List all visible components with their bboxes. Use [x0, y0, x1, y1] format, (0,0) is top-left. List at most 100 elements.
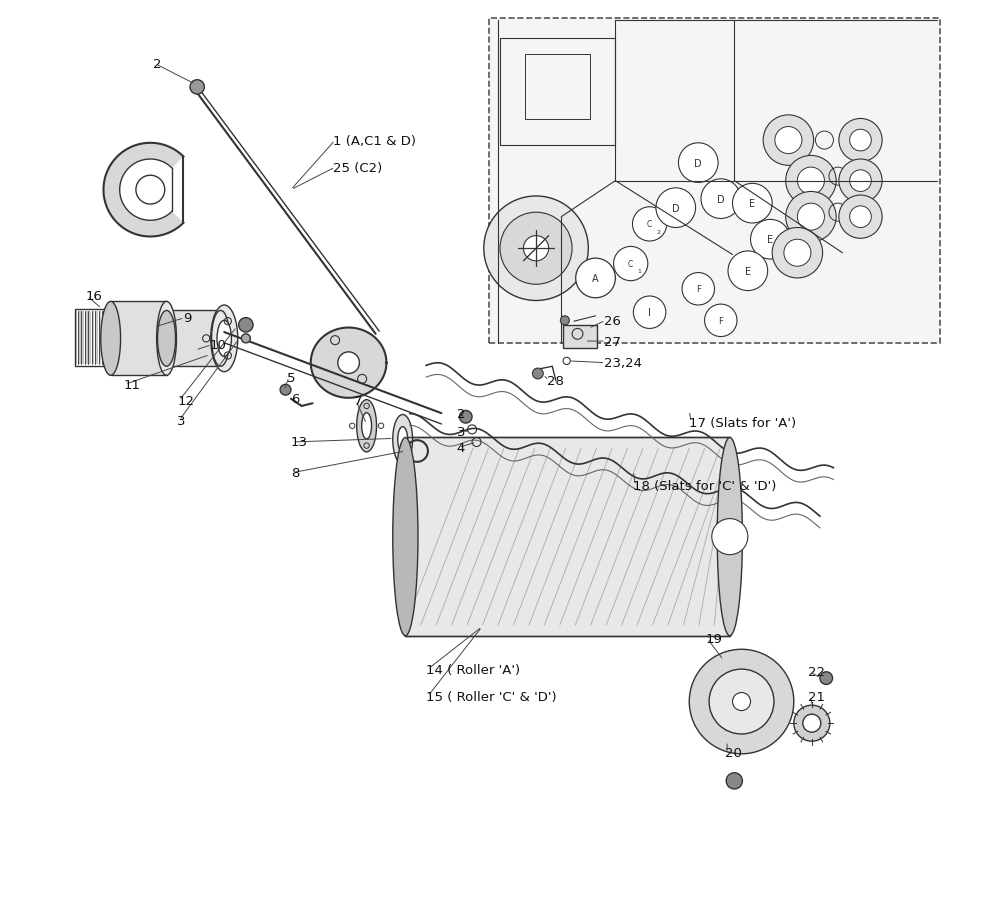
Circle shape [705, 305, 737, 337]
Text: 5: 5 [287, 371, 296, 384]
Circle shape [709, 669, 774, 734]
Circle shape [682, 274, 714, 305]
Ellipse shape [101, 303, 121, 376]
Bar [99, 312, 101, 364]
Circle shape [797, 204, 824, 231]
Circle shape [763, 116, 814, 166]
Circle shape [839, 119, 882, 163]
Ellipse shape [393, 415, 413, 464]
Ellipse shape [157, 303, 176, 376]
Circle shape [751, 220, 790, 260]
Bar [563, 325, 597, 349]
Bar [92, 312, 94, 364]
Text: C: C [628, 260, 633, 269]
Circle shape [633, 297, 666, 329]
Circle shape [576, 259, 615, 299]
Bar [102, 312, 105, 364]
Text: 28: 28 [547, 375, 564, 387]
Text: 18 (Slats for 'C' & 'D'): 18 (Slats for 'C' & 'D') [633, 479, 777, 492]
Circle shape [500, 213, 572, 285]
Text: 16: 16 [85, 290, 102, 303]
Circle shape [190, 80, 204, 95]
Circle shape [733, 693, 751, 711]
Circle shape [775, 127, 802, 154]
Polygon shape [103, 144, 183, 237]
Text: 17 (Slats for 'A'): 17 (Slats for 'A') [689, 416, 796, 429]
Bar [489, 19, 940, 343]
Text: C: C [647, 220, 652, 229]
Text: 2: 2 [457, 407, 465, 420]
Bar [81, 312, 84, 364]
Circle shape [560, 316, 569, 325]
Text: 1 (A,C1 & D): 1 (A,C1 & D) [333, 135, 416, 147]
Ellipse shape [158, 311, 176, 367]
Circle shape [532, 368, 543, 379]
Circle shape [701, 180, 741, 219]
Circle shape [656, 189, 696, 228]
Ellipse shape [211, 305, 238, 372]
Circle shape [239, 318, 253, 332]
Circle shape [850, 171, 871, 192]
Text: 2: 2 [153, 58, 162, 71]
Text: 10: 10 [210, 339, 227, 352]
Circle shape [850, 130, 871, 152]
Ellipse shape [393, 438, 418, 636]
Circle shape [850, 207, 871, 228]
Text: A: A [592, 274, 599, 284]
Circle shape [280, 385, 291, 396]
Bar [78, 312, 81, 364]
Bar [500, 39, 615, 145]
Ellipse shape [398, 427, 408, 452]
Text: I: I [648, 308, 651, 318]
Bar [85, 312, 88, 364]
Circle shape [820, 672, 833, 684]
Text: 6: 6 [291, 393, 299, 405]
Text: 22: 22 [808, 666, 825, 678]
Bar [167, 311, 221, 367]
Text: F: F [718, 316, 723, 325]
Text: 26: 26 [604, 314, 621, 328]
Text: E: E [745, 266, 751, 276]
Circle shape [797, 168, 824, 195]
Bar [75, 312, 77, 364]
Text: E: E [749, 199, 755, 209]
Bar [111, 303, 167, 376]
Bar [405, 438, 730, 636]
Text: 15 ( Roller 'C' & 'D'): 15 ( Roller 'C' & 'D') [426, 690, 557, 703]
Circle shape [241, 334, 250, 343]
Text: 3: 3 [177, 414, 186, 427]
Bar [75, 309, 111, 367]
Text: E: E [767, 235, 773, 245]
Circle shape [614, 247, 648, 282]
Bar [525, 55, 590, 120]
Circle shape [523, 237, 549, 262]
Text: 9: 9 [183, 312, 191, 325]
Text: 11: 11 [123, 378, 140, 391]
Circle shape [689, 649, 794, 754]
Text: 7: 7 [354, 395, 363, 407]
Circle shape [712, 519, 748, 555]
Circle shape [786, 192, 836, 243]
Text: 4: 4 [457, 442, 465, 454]
Text: 1: 1 [638, 269, 642, 274]
Text: 21: 21 [808, 690, 825, 703]
Polygon shape [311, 328, 386, 398]
Text: 3: 3 [457, 425, 465, 438]
Text: 19: 19 [705, 632, 722, 646]
Circle shape [459, 411, 472, 424]
Text: 8: 8 [291, 467, 299, 479]
Circle shape [136, 176, 165, 205]
Ellipse shape [212, 311, 230, 367]
Circle shape [733, 184, 772, 224]
Circle shape [726, 773, 742, 789]
Circle shape [338, 352, 359, 374]
Bar [405, 438, 730, 636]
Text: 14 ( Roller 'A'): 14 ( Roller 'A') [426, 663, 520, 675]
Text: D: D [672, 203, 680, 213]
Circle shape [839, 196, 882, 239]
Circle shape [839, 160, 882, 203]
Text: 23,24: 23,24 [604, 357, 642, 369]
Ellipse shape [217, 321, 231, 357]
Circle shape [772, 228, 823, 279]
Text: 27: 27 [604, 335, 621, 349]
